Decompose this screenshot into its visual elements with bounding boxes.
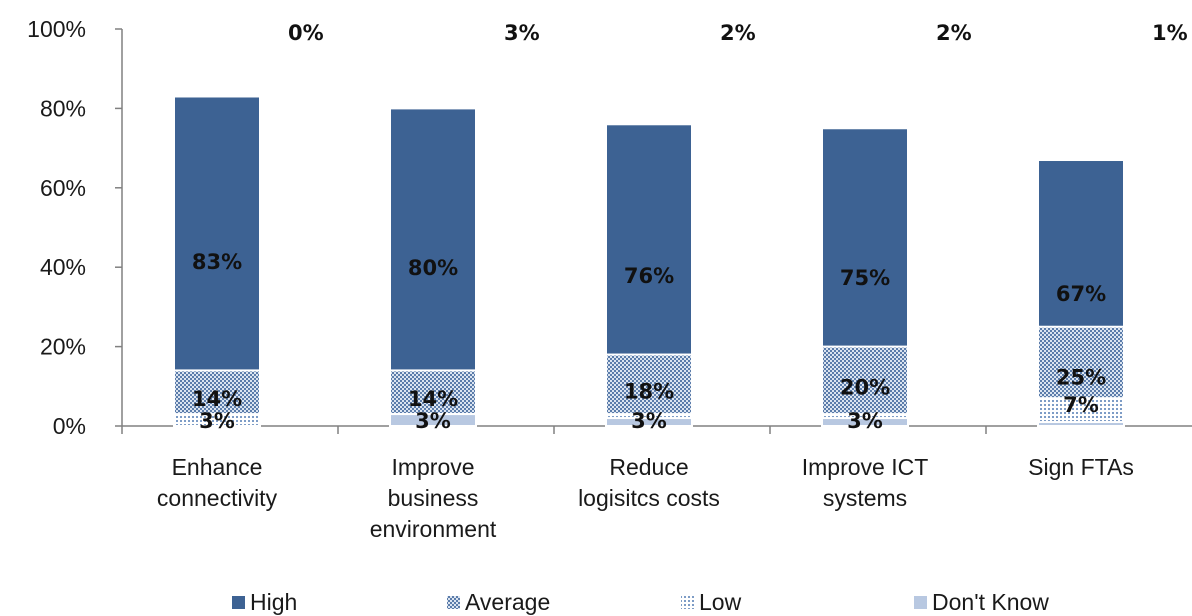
- category-label: logisitcs costs: [578, 485, 720, 511]
- data-label: 3%: [847, 409, 883, 433]
- data-label: 2%: [936, 21, 972, 45]
- data-label: 2%: [720, 21, 756, 45]
- category-label: Improve: [391, 454, 474, 480]
- data-label: 18%: [624, 379, 674, 403]
- y-tick-label: 60%: [40, 175, 86, 201]
- data-label: 76%: [624, 264, 674, 288]
- data-label: 83%: [192, 250, 242, 274]
- y-tick-label: 80%: [40, 95, 86, 121]
- data-label: 75%: [840, 266, 890, 290]
- data-label: 14%: [192, 387, 242, 411]
- category-label: Sign FTAs: [1028, 454, 1134, 480]
- y-tick-label: 20%: [40, 334, 86, 360]
- data-label: 3%: [199, 409, 235, 433]
- legend-swatch: [681, 596, 694, 609]
- bar-segment-don-t-know: [1037, 421, 1125, 427]
- axes: 0% 20% 40% 60% 80% 100% Enhance connectivity Imp…: [27, 16, 1192, 542]
- data-label: 20%: [840, 375, 890, 399]
- legend-swatch: [232, 596, 245, 609]
- category-label: business: [388, 485, 479, 511]
- category-label: Enhance: [172, 454, 263, 480]
- data-label: 3%: [504, 21, 540, 45]
- data-label: 0%: [288, 21, 324, 45]
- data-label: 3%: [415, 409, 451, 433]
- y-tick-label: 100%: [27, 16, 86, 42]
- legend-label: Average: [465, 589, 550, 615]
- category-label: connectivity: [157, 485, 278, 511]
- y-tick-label: 40%: [40, 254, 86, 280]
- data-label: 7%: [1063, 393, 1099, 417]
- bars: [173, 95, 1125, 428]
- data-labels: 83%14%3%0%80%14%3%3%76%18%3%2%75%20%3%2%…: [192, 21, 1188, 433]
- data-label: 67%: [1056, 282, 1106, 306]
- legend-swatch: [914, 596, 927, 609]
- data-label: 25%: [1056, 365, 1106, 389]
- category-label: systems: [823, 485, 907, 511]
- category-label: Improve ICT: [802, 454, 929, 480]
- legend-label: Low: [699, 589, 742, 615]
- legend-label: Don't Know: [932, 589, 1049, 615]
- data-label: 14%: [408, 387, 458, 411]
- bar-segment-low: [173, 413, 261, 427]
- legend: High Average Low Don't Know: [232, 589, 1049, 615]
- data-label: 80%: [408, 256, 458, 280]
- y-tick-label: 0%: [53, 413, 86, 439]
- data-label: 1%: [1152, 21, 1188, 45]
- legend-label: High: [250, 589, 297, 615]
- data-label: 3%: [631, 409, 667, 433]
- category-label: environment: [370, 516, 497, 542]
- bar-segment-average: [821, 345, 909, 428]
- legend-swatch: [447, 596, 460, 609]
- bar-segment-don-t-know: [605, 417, 693, 427]
- bar-segment-don-t-know: [389, 413, 477, 427]
- bar-segment-don-t-know: [821, 417, 909, 427]
- category-label: Reduce: [609, 454, 688, 480]
